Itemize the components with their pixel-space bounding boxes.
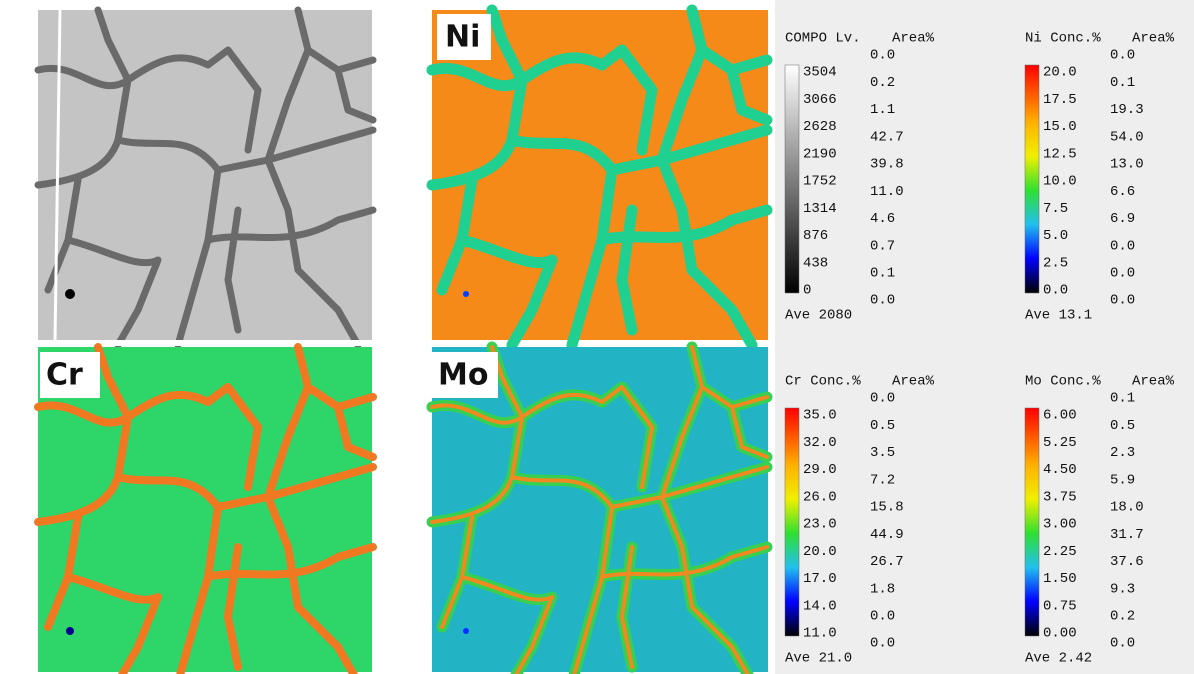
area-value: 0.1 (870, 265, 895, 281)
area-value: 42.7 (870, 129, 904, 145)
average: Ave 2.42 (1025, 651, 1092, 667)
legend-panel (775, 0, 1194, 674)
level-label: 4.50 (1043, 462, 1077, 478)
level-label: 0 (803, 283, 811, 299)
area-value: 13.0 (1110, 157, 1144, 173)
area-value: 0.0 (1110, 265, 1135, 281)
level-label: 12.5 (1043, 146, 1077, 162)
level-label: 3.00 (1043, 517, 1077, 533)
level-label: 20.0 (1043, 65, 1077, 81)
area-value: 0.2 (1110, 608, 1135, 624)
area-value: 1.8 (870, 581, 895, 597)
level-label: 7.5 (1043, 201, 1068, 217)
figure: Ni Cr Mo COMPO Lv. Area% 3504 3066 2628 2190 1… (0, 0, 1194, 674)
level-label: 0.0 (1043, 283, 1068, 299)
area-value: 4.6 (870, 211, 895, 227)
area-value: 31.7 (1110, 527, 1144, 543)
area-value: 0.1 (1110, 75, 1135, 91)
map-label: Cr (46, 358, 83, 393)
area-value: 0.0 (1110, 293, 1135, 309)
area-value: 0.0 (870, 636, 895, 652)
level-label: 10.0 (1043, 174, 1077, 190)
area-value: 18.0 (1110, 500, 1144, 516)
area-value: 39.8 (870, 157, 904, 173)
level-label: 35.0 (803, 408, 837, 424)
level-label: 23.0 (803, 517, 837, 533)
level-label: 11.0 (803, 626, 837, 642)
area-value: 7.2 (870, 472, 895, 488)
area-value: 0.0 (1110, 636, 1135, 652)
average: Ave 13.1 (1025, 308, 1092, 324)
legend-title: Cr Conc.% (785, 374, 861, 390)
area-value: 0.0 (870, 391, 895, 407)
level-label: 2190 (803, 146, 837, 162)
level-label: 0.00 (1043, 626, 1077, 642)
level-label: 26.0 (803, 489, 837, 505)
map-label: Mo (438, 358, 488, 393)
level-label: 5.0 (1043, 228, 1068, 244)
legend-title: Ni Conc.% (1025, 31, 1101, 47)
area-value: 3.5 (870, 445, 895, 461)
area-header: Area% (892, 31, 935, 47)
level-label: 3504 (803, 65, 837, 81)
area-value: 0.1 (1110, 391, 1135, 407)
area-value: 0.0 (1110, 238, 1135, 254)
level-label: 3.75 (1043, 489, 1077, 505)
level-label: 876 (803, 228, 828, 244)
area-value: 37.6 (1110, 554, 1144, 570)
level-label: 32.0 (803, 435, 837, 451)
level-label: 14.0 (803, 598, 837, 614)
area-header: Area% (1132, 31, 1175, 47)
level-label: 29.0 (803, 462, 837, 478)
color-bar (1025, 65, 1039, 293)
level-label: 5.25 (1043, 435, 1077, 451)
area-value: 0.0 (870, 293, 895, 309)
level-label: 1.50 (1043, 571, 1077, 587)
area-value: 19.3 (1110, 102, 1144, 118)
level-label: 15.0 (1043, 119, 1077, 135)
area-value: 6.9 (1110, 211, 1135, 227)
area-value: 0.5 (870, 418, 895, 434)
average: Ave 2080 (785, 308, 852, 324)
average: Ave 21.0 (785, 651, 852, 667)
area-value: 0.7 (870, 238, 895, 254)
color-bar (785, 408, 799, 636)
area-value: 54.0 (1110, 129, 1144, 145)
area-value: 5.9 (1110, 472, 1135, 488)
area-value: 0.0 (870, 608, 895, 624)
level-label: 20.0 (803, 544, 837, 560)
area-value: 0.0 (1110, 48, 1135, 64)
area-header: Area% (892, 374, 935, 390)
area-value: 44.9 (870, 527, 904, 543)
level-label: 2628 (803, 119, 837, 135)
legend-title: COMPO Lv. (785, 31, 861, 47)
area-value: 0.2 (870, 75, 895, 91)
area-value: 11.0 (870, 184, 904, 200)
area-value: 15.8 (870, 500, 904, 516)
ni-map (432, 10, 768, 345)
level-label: 2.25 (1043, 544, 1077, 560)
level-label: 17.0 (803, 571, 837, 587)
level-label: 6.00 (1043, 408, 1077, 424)
level-label: 2.5 (1043, 255, 1068, 271)
map-label: Ni (445, 20, 480, 55)
area-value: 2.3 (1110, 445, 1135, 461)
area-value: 6.6 (1110, 184, 1135, 200)
area-value: 26.7 (870, 554, 904, 570)
area-value: 1.1 (870, 102, 895, 118)
color-bar (1025, 408, 1039, 636)
level-label: 1314 (803, 201, 837, 217)
level-label: 0.75 (1043, 598, 1077, 614)
area-value: 0.0 (870, 48, 895, 64)
area-value: 9.3 (1110, 581, 1135, 597)
level-label: 438 (803, 255, 828, 271)
area-value: 0.5 (1110, 418, 1135, 434)
level-label: 17.5 (1043, 92, 1077, 108)
area-header: Area% (1132, 374, 1175, 390)
compo-map (0, 10, 373, 346)
level-label: 1752 (803, 174, 837, 190)
legend-title: Mo Conc.% (1025, 374, 1101, 390)
color-bar (785, 65, 799, 293)
level-label: 3066 (803, 92, 837, 108)
